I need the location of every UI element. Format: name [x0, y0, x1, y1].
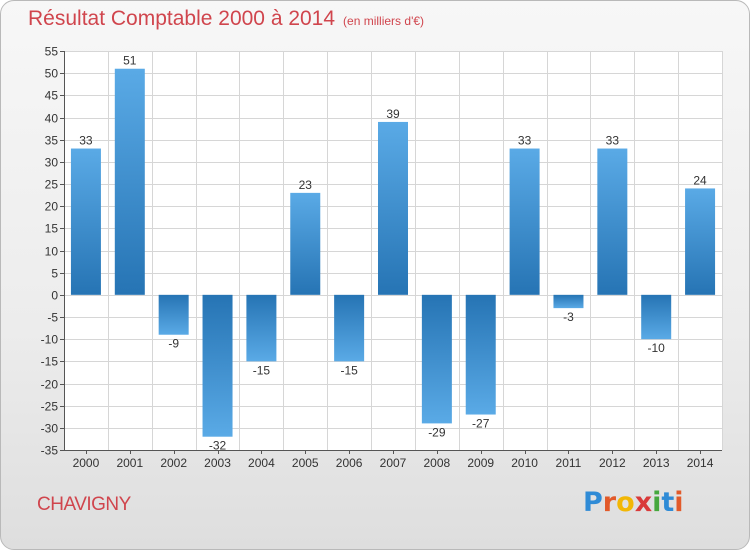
data-label: 33 — [79, 134, 93, 148]
bar — [597, 148, 628, 295]
bar — [158, 294, 189, 335]
x-tick-label: 2009 — [467, 456, 494, 470]
bar — [421, 294, 452, 424]
data-label: 33 — [518, 134, 532, 148]
y-tick-label: -35 — [41, 444, 59, 458]
bar — [378, 121, 408, 295]
bar — [202, 294, 233, 437]
bar — [641, 294, 672, 340]
x-tick-label: 2006 — [336, 456, 363, 470]
data-label: -32 — [209, 439, 227, 453]
y-tick-label: 45 — [45, 89, 59, 103]
y-tick-label: 25 — [45, 178, 59, 192]
y-tick-label: 10 — [45, 245, 59, 259]
logo-letter: x — [634, 487, 653, 518]
data-label: 39 — [386, 107, 400, 121]
logo-letter: r — [602, 487, 617, 518]
y-tick-label: -25 — [41, 400, 59, 414]
y-tick-label: 5 — [51, 267, 58, 281]
y-tick-label: -15 — [41, 355, 59, 369]
chart-title: Résultat Comptable 2000 à 2014 (en millie… — [28, 7, 424, 31]
x-tick-label: 2012 — [599, 456, 626, 470]
x-tick-label: 2013 — [643, 456, 670, 470]
bar — [465, 294, 496, 415]
y-tick-label: 30 — [45, 156, 59, 170]
x-tick-label: 2010 — [511, 456, 538, 470]
data-label: -15 — [340, 363, 358, 377]
y-tick-label: 55 — [45, 45, 59, 59]
bar — [334, 294, 365, 362]
x-tick-label: 2007 — [380, 456, 407, 470]
data-label: -3 — [563, 310, 574, 324]
data-label: 33 — [606, 134, 620, 148]
data-label: -27 — [472, 417, 490, 431]
y-tick-label: 50 — [45, 67, 59, 81]
x-tick-label: 2001 — [116, 456, 143, 470]
data-label: -9 — [168, 337, 179, 351]
y-tick-label: -20 — [41, 378, 59, 392]
data-label: 51 — [123, 54, 137, 68]
x-tick-label: 2008 — [424, 456, 451, 470]
commune-name: CHAVIGNY — [37, 494, 131, 515]
logo-letter: i — [674, 487, 684, 518]
y-tick-label: 40 — [45, 112, 59, 126]
logo-letter: i — [652, 487, 662, 518]
logo-letter: t — [661, 487, 675, 518]
title-text: Résultat Comptable 2000 à 2014 — [28, 7, 336, 30]
data-label: -10 — [648, 341, 666, 355]
bar — [70, 148, 101, 295]
logo-letter: P — [583, 487, 603, 518]
bar — [553, 294, 584, 309]
bar — [290, 192, 321, 295]
title-unit: (en milliers d'€) — [343, 14, 425, 28]
data-label: 23 — [299, 178, 313, 192]
bar — [509, 148, 540, 295]
x-tick-label: 2005 — [292, 456, 319, 470]
x-tick-label: 2011 — [556, 456, 582, 470]
proxiti-logo[interactable]: Proxiti — [583, 487, 684, 518]
y-tick-label: 15 — [45, 222, 59, 236]
data-label: -15 — [253, 363, 271, 377]
y-tick-label: -30 — [41, 422, 59, 436]
bar — [685, 188, 716, 295]
bar — [246, 294, 277, 362]
data-label: -29 — [428, 425, 446, 439]
x-tick-label: 2003 — [204, 456, 231, 470]
x-tick-label: 2004 — [248, 456, 275, 470]
x-tick-label: 2000 — [73, 456, 100, 470]
bar — [114, 68, 145, 295]
x-tick-label: 2014 — [687, 456, 714, 470]
y-tick-label: 0 — [51, 289, 58, 303]
y-tick-label: -10 — [41, 333, 59, 347]
y-tick-label: 35 — [45, 134, 59, 148]
y-tick-label: 20 — [45, 200, 59, 214]
logo-letter: o — [616, 487, 635, 518]
data-label: 24 — [693, 173, 707, 187]
x-tick-label: 2002 — [160, 456, 187, 470]
y-tick-label: -5 — [47, 311, 58, 325]
